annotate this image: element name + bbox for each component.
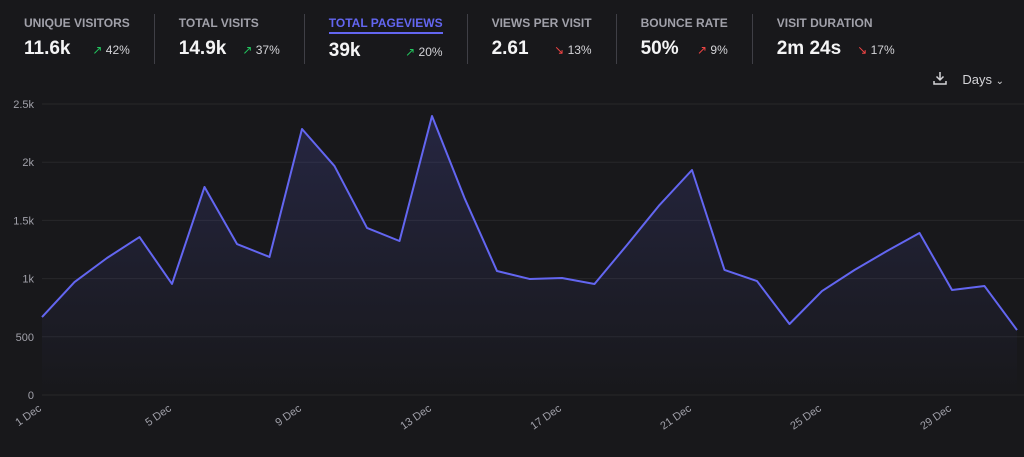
x-tick-label: 25 Dec [788, 402, 824, 432]
stat-label: TOTAL PAGEVIEWS [328, 16, 443, 34]
stat-total-pageviews[interactable]: TOTAL PAGEVIEWS 39k ↗ 20% [305, 14, 468, 64]
stat-value: 11.6k [24, 38, 71, 59]
stat-label: VISIT DURATION [776, 16, 873, 30]
stat-visit-duration[interactable]: VISIT DURATION 2m 24s ↘ 17% [753, 14, 919, 64]
stat-change: 17% [870, 43, 895, 57]
pageviews-line [41, 114, 1018, 331]
chart-toolbar: Days ⌄ [932, 70, 1004, 89]
stat-value: 50% [640, 38, 679, 59]
stat-total-visits[interactable]: TOTAL VISITS 14.9k ↗ 37% [155, 14, 305, 64]
stat-change: 37% [255, 43, 280, 57]
x-tick-label: 5 Dec [143, 402, 174, 429]
interval-label: Days [962, 72, 992, 87]
arrow-up-right-icon: ↗ [242, 43, 253, 57]
arrow-up-right-icon: ↗ [696, 43, 708, 57]
stat-label: BOUNCE RATE [640, 16, 728, 30]
stat-label: UNIQUE VISITORS [24, 16, 130, 30]
stat-bounce-rate[interactable]: BOUNCE RATE 50% ↗ 9% [617, 14, 753, 64]
arrow-up-right-icon: ↗ [92, 43, 103, 57]
download-icon[interactable] [932, 70, 948, 89]
arrow-down-right-icon: ↘ [857, 43, 868, 57]
stat-unique-visitors[interactable]: UNIQUE VISITORS 11.6k ↗ 42% [0, 14, 155, 64]
arrow-up-right-icon: ↗ [405, 45, 416, 59]
y-tick-label: 500 [16, 332, 34, 344]
y-tick-label: 2.5k [13, 99, 34, 111]
stat-change: 13% [567, 43, 592, 57]
y-tick-label: 0 [28, 390, 34, 402]
x-tick-label: 17 Dec [528, 402, 564, 432]
y-tick-label: 1k [22, 274, 34, 286]
y-tick-label: 2k [22, 157, 34, 169]
stat-value: 39k [328, 40, 361, 61]
area-fill [42, 115, 1017, 395]
stat-views-per-visit[interactable]: VIEWS PER VISIT 2.61 ↘ 13% [468, 14, 617, 64]
x-tick-label: 21 Dec [658, 402, 694, 432]
stat-label: TOTAL VISITS [178, 16, 259, 30]
y-tick-label: 1.5k [13, 215, 34, 227]
x-tick-label: 1 Dec [13, 402, 44, 429]
stat-value: 2.61 [491, 38, 529, 59]
chevron-down-icon: ⌄ [995, 76, 1004, 87]
stats-bar: UNIQUE VISITORS 11.6k ↗ 42% TOTAL VISITS … [0, 14, 919, 64]
x-tick-label: 29 Dec [918, 402, 954, 432]
stat-label: VIEWS PER VISIT [491, 16, 592, 30]
x-tick-label: 13 Dec [398, 402, 434, 432]
stat-value: 2m 24s [776, 38, 842, 59]
arrow-down-right-icon: ↘ [554, 43, 565, 57]
x-tick-label: 9 Dec [273, 402, 304, 429]
stat-change: 20% [418, 45, 443, 59]
stat-change: 42% [105, 43, 130, 57]
stat-change: 9% [710, 43, 728, 57]
interval-select[interactable]: Days ⌄ [962, 72, 1004, 87]
stat-value: 14.9k [178, 38, 227, 59]
